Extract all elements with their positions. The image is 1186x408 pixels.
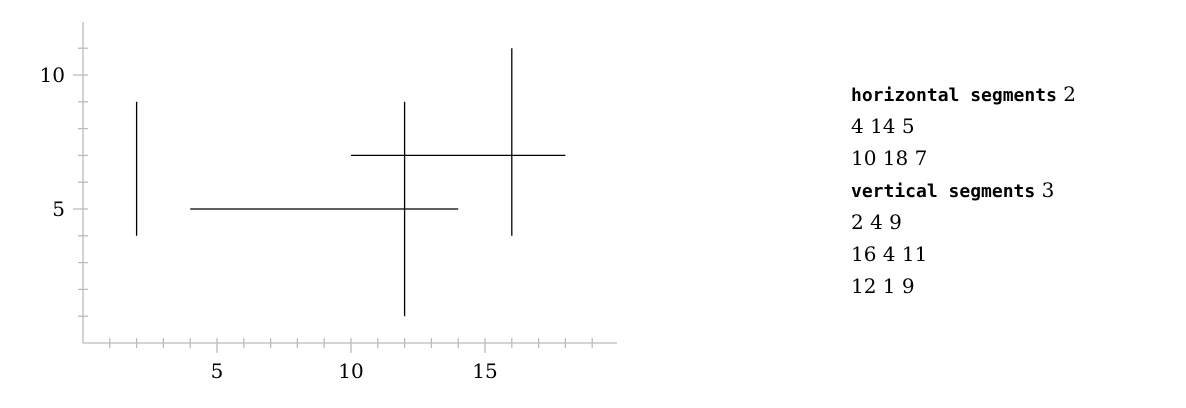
axes: 5 10 15 5 10 <box>40 22 617 383</box>
horizontal-header-row: horizontal segments 2 <box>851 78 1076 110</box>
vertical-header-keyword: vertical segments <box>851 181 1036 202</box>
vertical-count: 3 <box>1041 178 1055 202</box>
y-tick-label: 10 <box>40 63 65 87</box>
segments-plot: 5 10 15 5 10 <box>40 22 617 383</box>
vertical-row-3: 12 1 9 <box>851 274 915 298</box>
vertical-row-1: 2 4 9 <box>851 210 902 234</box>
segment-listing: horizontal segments 2 4 14 5 10 18 7 ver… <box>851 78 1076 302</box>
vertical-header-row: vertical segments 3 <box>851 174 1076 206</box>
x-tick-label: 15 <box>472 359 497 383</box>
horizontal-row-2: 10 18 7 <box>851 146 928 170</box>
x-tick-label: 10 <box>338 359 363 383</box>
horizontal-header-keyword: horizontal segments <box>851 85 1057 106</box>
horizontal-row-1: 4 14 5 <box>851 114 915 138</box>
vertical-row-2: 16 4 11 <box>851 242 928 266</box>
x-tick-label: 5 <box>211 359 224 383</box>
segment-marks <box>135 48 566 317</box>
horizontal-count: 2 <box>1063 82 1076 106</box>
y-tick-label: 5 <box>52 197 65 221</box>
